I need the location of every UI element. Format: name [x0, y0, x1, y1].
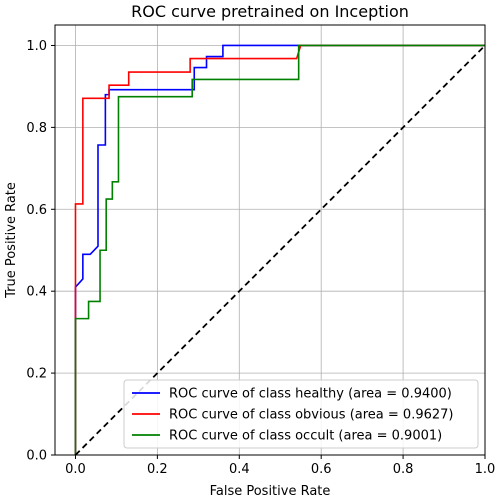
x-axis-label: False Positive Rate	[210, 484, 331, 499]
series-line-obvious	[74, 44, 485, 455]
y-tick-label: 0.4	[26, 285, 47, 300]
plot-frame	[54, 24, 486, 456]
series-layer	[74, 44, 486, 456]
chart-title: ROC curve pretrained on Inception	[131, 2, 409, 21]
y-tick-label: 0.6	[26, 203, 47, 218]
y-tick-label: 0.0	[26, 449, 47, 464]
series-line-occult	[74, 44, 485, 455]
y-axis-label: True Positive Rate	[4, 182, 19, 299]
y-axis-ticks: 0.0 0.2 0.4 0.6 0.8 1.0	[26, 39, 55, 464]
x-tick-label: 0.4	[229, 462, 250, 477]
x-axis-ticks: 0.0 0.2 0.4 0.6 0.8 1.0	[65, 455, 495, 477]
x-tick-label: 0.0	[65, 462, 86, 477]
y-tick-label: 0.2	[26, 367, 47, 382]
x-tick-label: 0.8	[393, 462, 414, 477]
y-tick-label: 1.0	[26, 39, 47, 54]
y-tick-label: 0.8	[26, 121, 47, 136]
legend-entry-label: ROC curve of class occult (area = 0.9001…	[169, 429, 442, 444]
x-tick-label: 0.2	[147, 462, 168, 477]
x-tick-label: 1.0	[475, 462, 496, 477]
legend-entry-label: ROC curve of class obvious (area = 0.962…	[169, 408, 453, 423]
x-tick-label: 0.6	[311, 462, 332, 477]
chance-diagonal-line	[74, 44, 486, 456]
legend-box	[123, 379, 479, 449]
legend: ROC curve of class healthy (area = 0.940…	[123, 379, 479, 449]
legend-entry-label: ROC curve of class healthy (area = 0.940…	[169, 387, 452, 402]
